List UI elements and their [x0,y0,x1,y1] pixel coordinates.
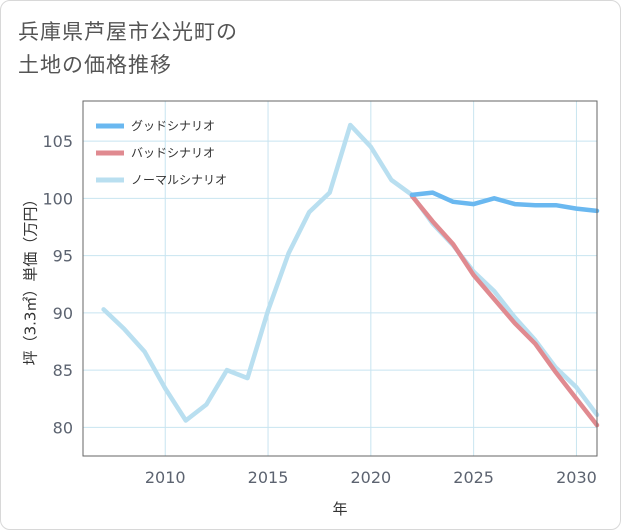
x-tick-label: 2015 [248,468,289,487]
series-line-bad [409,193,600,428]
x-axis-label: 年 [332,500,347,518]
y-tick-label: 85 [53,361,73,380]
x-tick-label: 2010 [145,468,186,487]
series-line-good [409,190,600,214]
y-tick-label: 95 [53,247,73,266]
chart-title: 兵庫県芦屋市公光町の 土地の価格推移 [18,20,238,77]
legend-label-good: グッドシナリオ [131,119,215,133]
y-tick-label: 90 [53,304,73,323]
series-lines [101,122,600,428]
tick-labels: 2010 2015 2020 2025 2030 80 85 90 95 100 105 [42,132,596,487]
legend-label-normal: ノーマルシナリオ [131,173,227,187]
y-tick-label: 80 [53,418,73,437]
legend-label-bad: バッドシナリオ [131,146,215,160]
y-tick-label: 100 [42,189,73,208]
x-tick-label: 2025 [453,468,494,487]
x-tick-label: 2020 [350,468,391,487]
y-axis-label: 坪（3.3㎡）単価（万円） [22,192,40,366]
x-tick-label: 2030 [556,468,597,487]
y-tick-label: 105 [42,132,73,151]
plot-area [82,100,598,457]
series-line-normal [101,122,600,423]
